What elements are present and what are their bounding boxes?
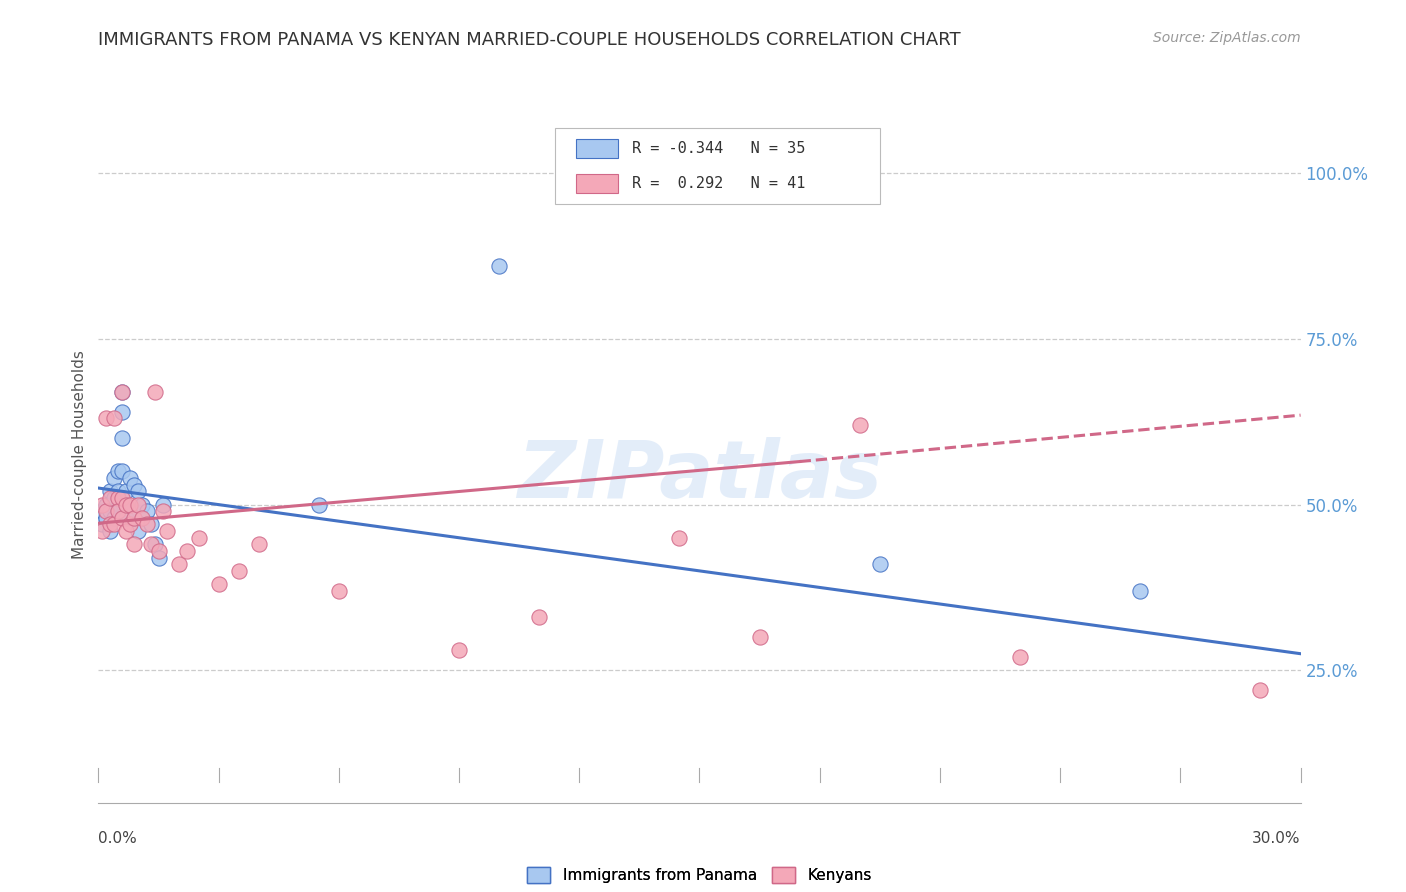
Point xyxy=(668,531,690,545)
Point xyxy=(208,577,231,591)
Text: IMMIGRANTS FROM PANAMA VS KENYAN MARRIED-COUPLE HOUSEHOLDS CORRELATION CHART: IMMIGRANTS FROM PANAMA VS KENYAN MARRIED… xyxy=(98,31,962,49)
Text: Source: ZipAtlas.com: Source: ZipAtlas.com xyxy=(1153,31,1301,45)
Point xyxy=(139,517,162,532)
Point xyxy=(115,498,138,512)
Point xyxy=(91,504,114,518)
Point xyxy=(103,471,125,485)
Text: R =  0.292   N = 41: R = 0.292 N = 41 xyxy=(633,176,806,191)
Point xyxy=(447,643,470,657)
Point xyxy=(124,537,146,551)
Text: 0.0%: 0.0% xyxy=(98,831,138,846)
Point xyxy=(91,524,114,538)
Point xyxy=(111,384,134,399)
Point xyxy=(135,517,157,532)
Point xyxy=(120,471,142,485)
Point xyxy=(128,524,150,538)
Legend: Immigrants from Panama, Kenyans: Immigrants from Panama, Kenyans xyxy=(522,861,877,889)
Point xyxy=(111,511,134,525)
Point xyxy=(111,405,134,419)
Text: ZIPatlas: ZIPatlas xyxy=(517,437,882,515)
Point xyxy=(96,498,118,512)
Point xyxy=(107,491,129,505)
Point xyxy=(167,558,190,572)
Point xyxy=(115,484,138,499)
Point xyxy=(100,524,122,538)
Point xyxy=(100,491,122,505)
Point xyxy=(96,504,118,518)
Point xyxy=(488,259,510,273)
Point xyxy=(139,537,162,551)
Point xyxy=(849,418,872,433)
Point xyxy=(111,431,134,445)
Point xyxy=(131,511,153,525)
Point xyxy=(103,411,125,425)
Point xyxy=(131,498,153,512)
Point xyxy=(120,517,142,532)
Point xyxy=(328,583,350,598)
Point xyxy=(100,517,122,532)
Point xyxy=(120,498,142,512)
Point xyxy=(115,524,138,538)
Point xyxy=(308,498,330,512)
Point xyxy=(128,498,150,512)
Point xyxy=(100,504,122,518)
Point xyxy=(143,537,166,551)
Point xyxy=(1129,583,1152,598)
Point xyxy=(187,531,209,545)
Point xyxy=(107,504,129,518)
Point xyxy=(91,498,114,512)
Point xyxy=(176,544,198,558)
Point xyxy=(107,504,129,518)
Y-axis label: Married-couple Households: Married-couple Households xyxy=(72,351,87,559)
Point xyxy=(529,610,551,624)
Point xyxy=(152,498,174,512)
Point xyxy=(143,384,166,399)
Text: 30.0%: 30.0% xyxy=(1253,831,1301,846)
Point xyxy=(228,564,250,578)
Point xyxy=(107,484,129,499)
Point xyxy=(111,384,134,399)
Point xyxy=(1010,650,1032,665)
Point xyxy=(1250,683,1272,698)
Point xyxy=(124,477,146,491)
Point xyxy=(155,524,177,538)
Point xyxy=(103,491,125,505)
Point xyxy=(103,517,125,532)
Point xyxy=(96,411,118,425)
Point xyxy=(247,537,270,551)
Point xyxy=(103,511,125,525)
Point xyxy=(148,550,170,565)
Point xyxy=(96,511,118,525)
Point xyxy=(115,498,138,512)
FancyBboxPatch shape xyxy=(575,174,617,194)
Point xyxy=(124,511,146,525)
Point xyxy=(91,517,114,532)
Point xyxy=(869,558,891,572)
Point xyxy=(100,484,122,499)
FancyBboxPatch shape xyxy=(575,139,617,159)
Point xyxy=(152,504,174,518)
Point xyxy=(111,491,134,505)
FancyBboxPatch shape xyxy=(555,128,880,204)
Text: R = -0.344   N = 35: R = -0.344 N = 35 xyxy=(633,141,806,156)
Point xyxy=(135,504,157,518)
Point xyxy=(128,484,150,499)
Point xyxy=(115,511,138,525)
Point xyxy=(124,511,146,525)
Point xyxy=(748,630,770,644)
Point xyxy=(107,465,129,479)
Point xyxy=(148,544,170,558)
Point xyxy=(111,465,134,479)
